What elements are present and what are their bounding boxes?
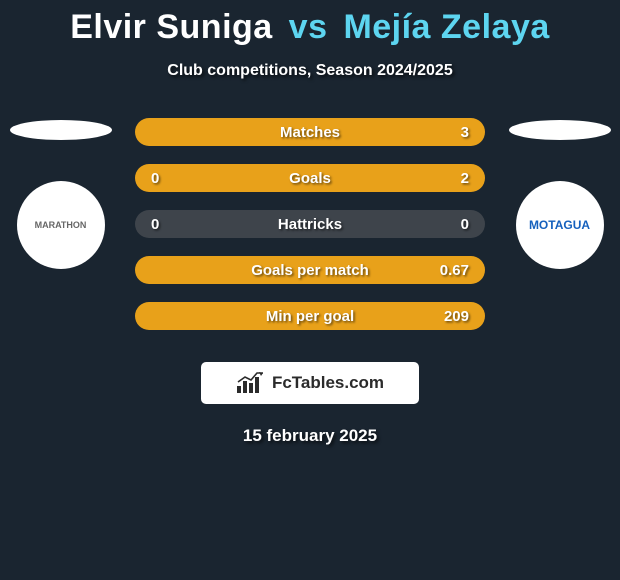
stat-right-value: 209 [444,308,469,325]
stats-column: Matches30Goals20Hattricks0Goals per matc… [113,118,507,348]
stat-row: Goals per match0.67 [135,256,485,284]
player1-club-badge: MARATHON [17,181,105,269]
stat-right-value: 3 [461,124,469,141]
stat-label: Goals [135,170,485,187]
stat-label: Min per goal [135,308,485,325]
stat-row: Matches3 [135,118,485,146]
watermark[interactable]: FcTables.com [201,362,419,404]
stat-left-value: 0 [151,170,159,187]
player1-name: Elvir Suniga [70,8,273,46]
chart-bars-icon [236,372,266,394]
comparison-infographic: Elvir Suniga vs Mejía Zelaya Club compet… [0,0,620,446]
page-title: Elvir Suniga vs Mejía Zelaya [0,8,620,47]
body-row: MARATHON Matches30Goals20Hattricks0Goals… [0,118,620,348]
subtitle: Club competitions, Season 2024/2025 [0,62,620,80]
stat-left-value: 0 [151,216,159,233]
player2-name: Mejía Zelaya [343,8,549,46]
stat-label: Hattricks [135,216,485,233]
watermark-text: FcTables.com [272,373,384,393]
stat-label: Matches [135,124,485,141]
player1-photo-placeholder [10,120,112,140]
player2-club-badge: MOTAGUA [516,181,604,269]
right-column: MOTAGUA [507,118,612,269]
stat-right-value: 0.67 [440,262,469,279]
stat-right-value: 0 [461,216,469,233]
stat-row: 0Hattricks0 [135,210,485,238]
left-column: MARATHON [8,118,113,269]
vs-separator: vs [289,8,328,46]
player2-photo-placeholder [509,120,611,140]
stat-right-value: 2 [461,170,469,187]
stat-label: Goals per match [135,262,485,279]
stat-row: Min per goal209 [135,302,485,330]
club1-label: MARATHON [35,220,87,230]
club2-label: MOTAGUA [529,218,590,232]
stat-row: 0Goals2 [135,164,485,192]
match-date: 15 february 2025 [0,426,620,446]
